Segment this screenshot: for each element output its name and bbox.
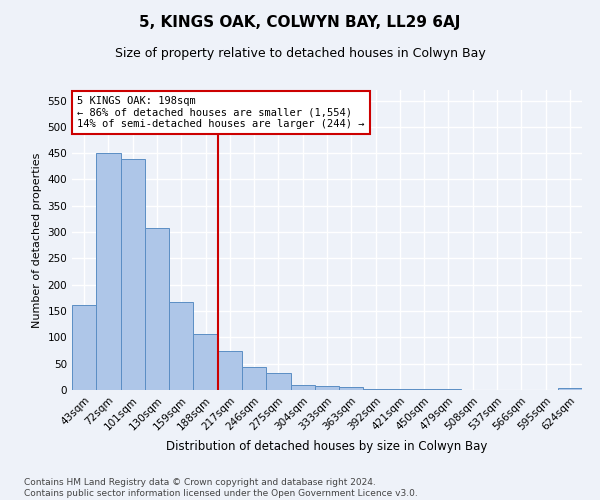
Text: 5 KINGS OAK: 198sqm
← 86% of detached houses are smaller (1,554)
14% of semi-det: 5 KINGS OAK: 198sqm ← 86% of detached ho… — [77, 96, 365, 129]
Bar — [218, 351, 242, 390]
Bar — [72, 306, 96, 390]
Y-axis label: Number of detached properties: Number of detached properties — [32, 152, 42, 328]
Text: Size of property relative to detached houses in Colwyn Bay: Size of property relative to detached ho… — [115, 48, 485, 60]
Bar — [290, 384, 315, 390]
Bar — [364, 389, 388, 390]
Bar — [145, 228, 169, 390]
Bar — [242, 367, 266, 390]
Bar — [193, 334, 218, 390]
Bar — [266, 372, 290, 390]
Bar — [339, 388, 364, 390]
Bar — [558, 388, 582, 390]
Text: Contains HM Land Registry data © Crown copyright and database right 2024.
Contai: Contains HM Land Registry data © Crown c… — [24, 478, 418, 498]
Bar — [315, 386, 339, 390]
Bar — [96, 152, 121, 390]
Text: 5, KINGS OAK, COLWYN BAY, LL29 6AJ: 5, KINGS OAK, COLWYN BAY, LL29 6AJ — [139, 15, 461, 30]
Bar — [169, 302, 193, 390]
X-axis label: Distribution of detached houses by size in Colwyn Bay: Distribution of detached houses by size … — [166, 440, 488, 453]
Bar — [121, 160, 145, 390]
